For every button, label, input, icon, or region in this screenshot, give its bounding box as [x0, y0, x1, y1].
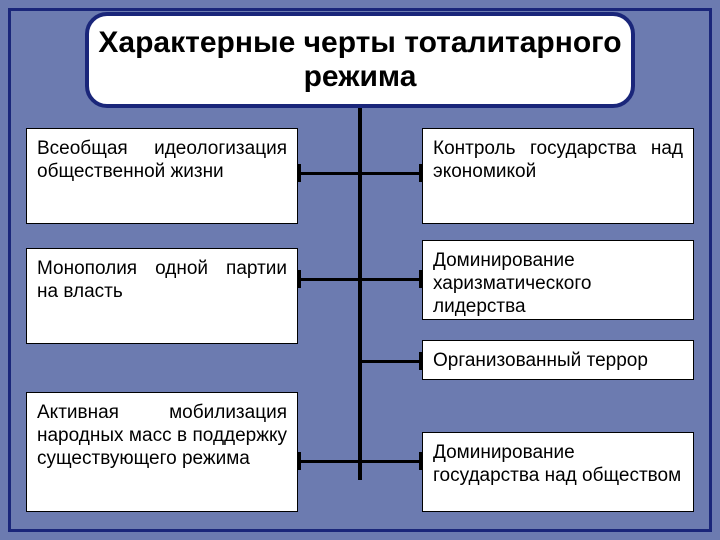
left-card-2: Активная мобилизация народных масс в под… [26, 392, 298, 512]
right-card-text-0: Контроль государства над экономикой [433, 138, 683, 182]
connector-tick-left-3 [298, 452, 301, 470]
left-card-text-1: Монополия одной партии на власть [37, 258, 287, 302]
connector-1 [298, 278, 422, 281]
connector-tick-left-1 [298, 270, 301, 288]
right-card-text-1: Доминирование харизматического лидерства [433, 250, 591, 317]
connector-tick-left-0 [298, 164, 301, 182]
title-box: Характерные черты тоталитарного режима [85, 12, 635, 108]
connector-0 [298, 172, 422, 175]
right-card-2: Организованный террор [422, 340, 694, 380]
connector-3 [298, 460, 422, 463]
left-card-1: Монополия одной партии на власть [26, 248, 298, 344]
right-card-text-2: Организованный террор [433, 350, 648, 371]
title-text: Характерные черты тоталитарного режима [89, 26, 631, 93]
connector-2 [358, 360, 422, 363]
left-card-text-0: Всеобщая идеологизация общественной жизн… [37, 138, 287, 182]
left-card-0: Всеобщая идеологизация общественной жизн… [26, 128, 298, 224]
right-card-0: Контроль государства над экономикой [422, 128, 694, 224]
spine-line [358, 100, 362, 480]
left-card-text-2: Активная мобилизация народных масс в под… [37, 402, 287, 469]
right-card-1: Доминирование харизматического лидерства [422, 240, 694, 320]
right-card-3: Доминирование государства над обществом [422, 432, 694, 512]
right-card-text-3: Доминирование государства над обществом [433, 442, 681, 486]
